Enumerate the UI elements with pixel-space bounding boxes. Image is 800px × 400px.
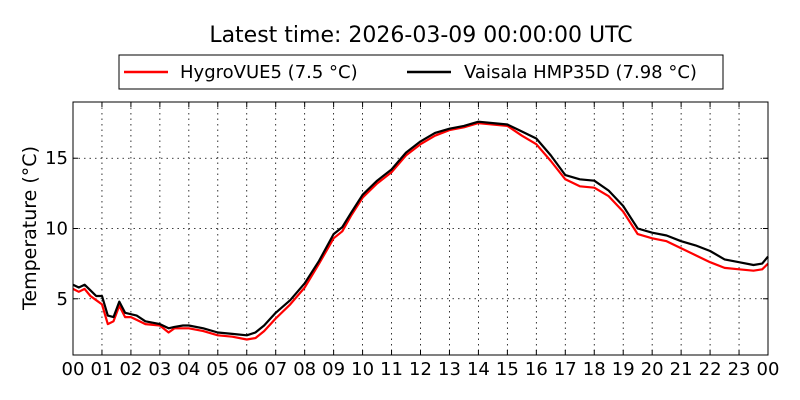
x-tick-label: 19 bbox=[612, 359, 635, 380]
x-tick-label: 10 bbox=[351, 359, 374, 380]
x-tick-label: 06 bbox=[235, 359, 258, 380]
x-tick-label: 13 bbox=[438, 359, 461, 380]
x-tick-label: 08 bbox=[293, 359, 316, 380]
legend: HygroVUE5 (7.5 °C) Vaisala HMP35D (7.98 °… bbox=[118, 54, 724, 90]
x-tick-label: 04 bbox=[177, 359, 200, 380]
y-tick-label: 5 bbox=[57, 289, 68, 310]
x-tick-label: 05 bbox=[206, 359, 229, 380]
x-tick-label: 22 bbox=[699, 359, 722, 380]
x-tick-labels: 00 01 02 03 04 05 06 07 08 09 10 11 12 13 14 15 16 17 18 19… bbox=[62, 359, 780, 380]
series-line-1 bbox=[72, 120, 769, 337]
x-tick-label: 18 bbox=[583, 359, 606, 380]
y-tick-labels: 5 10 15 bbox=[45, 148, 68, 310]
y-tick-label: 10 bbox=[45, 219, 68, 240]
x-tick-label: 09 bbox=[322, 359, 345, 380]
series-line-0 bbox=[72, 121, 769, 341]
x-tick-label: 15 bbox=[496, 359, 519, 380]
x-tick-label: 00 bbox=[62, 359, 85, 380]
legend-label-1: Vaisala HMP35D (7.98 °C) bbox=[464, 62, 697, 83]
x-tick-label: 20 bbox=[641, 359, 664, 380]
x-tick-label: 01 bbox=[91, 359, 114, 380]
legend-label-0: HygroVUE5 (7.5 °C) bbox=[180, 62, 358, 83]
y-tick-label: 15 bbox=[45, 148, 68, 169]
chart-title: Latest time: 2026-03-09 00:00:00 UTC bbox=[209, 23, 632, 48]
x-tick-label: 02 bbox=[119, 359, 142, 380]
x-tick-label: 12 bbox=[409, 359, 432, 380]
x-tick-label: 21 bbox=[670, 359, 693, 380]
x-tick-label: 17 bbox=[554, 359, 577, 380]
y-axis-label: Temperature (°C) bbox=[19, 146, 41, 311]
x-tick-label: 03 bbox=[148, 359, 171, 380]
x-tick-label: 11 bbox=[380, 359, 403, 380]
x-tick-label: 23 bbox=[728, 359, 751, 380]
grid bbox=[73, 102, 768, 355]
x-tick-label: 16 bbox=[525, 359, 548, 380]
ticks bbox=[72, 102, 769, 355]
x-tick-label: 14 bbox=[467, 359, 490, 380]
x-tick-label: 07 bbox=[264, 359, 287, 380]
series-layer bbox=[72, 120, 769, 341]
x-tick-label: 00 bbox=[757, 359, 780, 380]
